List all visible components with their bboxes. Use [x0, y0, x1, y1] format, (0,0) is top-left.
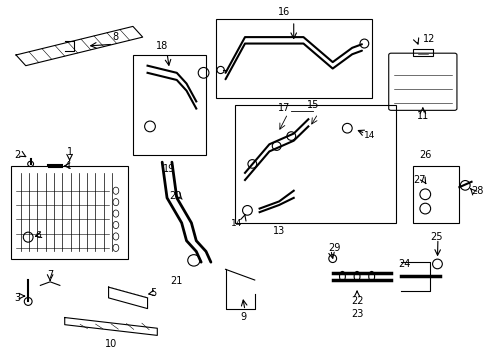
Text: 12: 12 — [423, 34, 435, 44]
Text: 14: 14 — [365, 131, 376, 140]
Text: 14: 14 — [231, 219, 243, 228]
Text: 1: 1 — [67, 147, 73, 157]
Text: 7: 7 — [47, 270, 53, 280]
Bar — [133, 55, 206, 155]
Bar — [413, 166, 460, 223]
Text: 2: 2 — [15, 150, 21, 160]
Bar — [11, 166, 128, 258]
Text: 3: 3 — [15, 293, 21, 303]
Text: 23: 23 — [351, 309, 363, 319]
Text: 10: 10 — [105, 339, 117, 349]
Text: 29: 29 — [328, 243, 340, 253]
Text: 19: 19 — [163, 164, 175, 174]
Text: 28: 28 — [471, 186, 484, 197]
Text: 22: 22 — [351, 296, 363, 306]
Text: 18: 18 — [156, 41, 168, 51]
Bar — [413, 49, 433, 56]
Bar — [216, 19, 372, 98]
Text: 25: 25 — [430, 232, 442, 242]
Text: 15: 15 — [307, 100, 319, 111]
Text: 24: 24 — [398, 259, 411, 269]
Bar — [235, 105, 396, 223]
Text: 5: 5 — [150, 288, 156, 297]
Text: 4: 4 — [65, 161, 71, 171]
Text: 9: 9 — [240, 312, 246, 322]
Polygon shape — [65, 318, 157, 336]
Text: 26: 26 — [419, 150, 432, 160]
Text: 8: 8 — [113, 32, 119, 42]
Polygon shape — [109, 287, 147, 309]
Polygon shape — [16, 26, 143, 66]
Text: 16: 16 — [278, 8, 290, 18]
Text: 20: 20 — [169, 191, 182, 201]
Text: 27: 27 — [413, 175, 425, 185]
Text: 13: 13 — [273, 226, 285, 237]
Text: 11: 11 — [416, 111, 429, 121]
Text: 21: 21 — [171, 276, 183, 287]
Text: 17: 17 — [278, 103, 290, 113]
Text: 6: 6 — [35, 231, 41, 240]
